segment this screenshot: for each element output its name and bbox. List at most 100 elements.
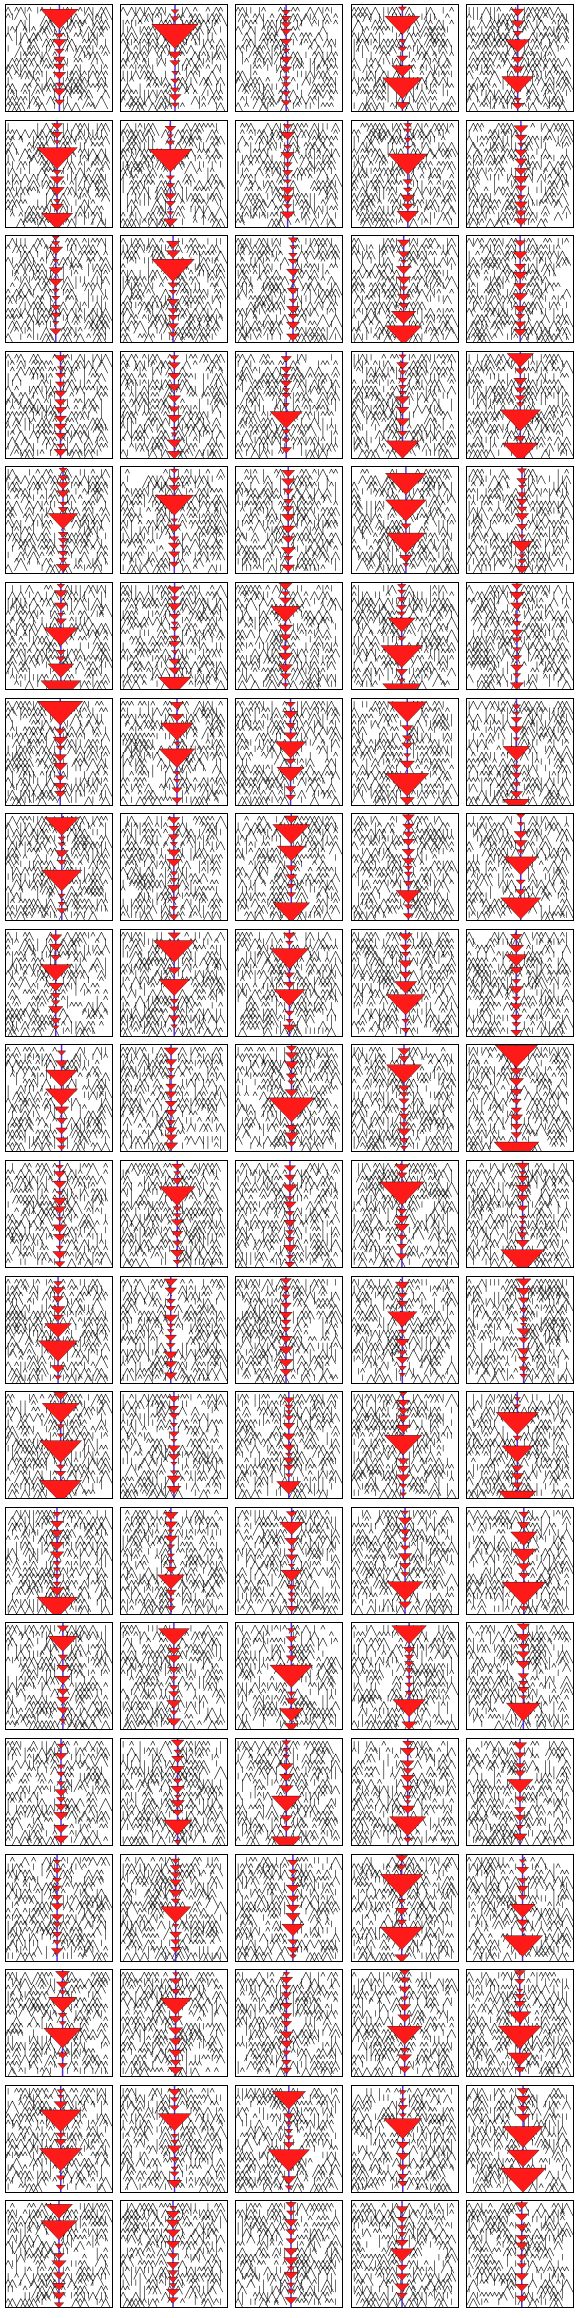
red-triangle	[398, 370, 407, 375]
red-triangle	[48, 943, 63, 952]
red-triangle	[167, 1559, 175, 1564]
background-texture	[121, 469, 227, 574]
red-triangle	[170, 1219, 184, 1227]
cellular-automaton-panel	[351, 697, 459, 806]
cellular-automaton-panel	[120, 466, 228, 575]
red-triangle	[284, 1453, 293, 1458]
red-triangle	[171, 1810, 184, 1817]
red-triangle	[518, 1356, 530, 1363]
cellular-automaton-panel	[5, 1044, 113, 1153]
red-triangle	[399, 286, 409, 292]
red-triangle	[169, 897, 179, 902]
red-triangle	[50, 1903, 64, 1911]
red-triangle	[513, 175, 529, 184]
red-triangle	[55, 656, 66, 662]
background-texture	[6, 1278, 111, 1383]
red-triangle	[269, 411, 303, 429]
red-triangle	[515, 1661, 531, 1670]
red-triangle	[510, 1124, 523, 1131]
red-triangle	[282, 203, 293, 209]
cellular-automaton-panel	[466, 119, 574, 228]
red-triangle	[39, 1440, 83, 1464]
red-triangle	[172, 1213, 182, 1219]
red-triangle	[280, 66, 293, 74]
red-triangle	[510, 1473, 525, 1481]
red-triangle	[502, 1935, 544, 1957]
red-triangle	[282, 506, 294, 513]
red-triangle	[394, 1223, 410, 1233]
cellular-automaton-panel	[466, 1506, 574, 1615]
red-triangle	[385, 1064, 423, 1084]
cellular-automaton-panel	[5, 350, 113, 459]
red-triangle	[170, 1766, 186, 1774]
red-triangle	[170, 1946, 182, 1953]
panel-pattern	[467, 929, 573, 1036]
red-triangle	[54, 1753, 68, 1761]
red-triangle	[53, 99, 65, 106]
red-triangle	[282, 76, 291, 81]
red-triangle	[56, 1708, 70, 1715]
red-triangle	[386, 2026, 423, 2045]
red-triangle	[268, 1098, 315, 1123]
cellular-automaton-panel	[5, 1275, 113, 1384]
red-triangle	[282, 1972, 291, 1977]
red-triangle	[513, 1770, 527, 1778]
red-triangle	[51, 1286, 66, 1295]
red-triangle	[403, 1837, 413, 1843]
red-triangle	[167, 932, 181, 940]
red-triangle	[515, 1825, 525, 1830]
red-triangle	[167, 372, 182, 380]
red-triangle	[54, 728, 67, 735]
red-triangle	[380, 645, 424, 668]
red-triangle	[512, 647, 522, 653]
background-texture	[352, 122, 458, 227]
red-triangle	[513, 329, 528, 337]
panel-pattern	[467, 120, 573, 227]
panel-pattern	[6, 2201, 112, 2308]
red-triangle	[169, 1685, 179, 1691]
red-triangle	[167, 885, 181, 893]
red-triangle	[52, 1922, 62, 1928]
cellular-automaton-panel	[351, 1391, 459, 1500]
red-triangle	[400, 1805, 416, 1814]
red-triangle	[55, 1217, 64, 1222]
red-triangle	[512, 293, 528, 302]
red-triangle	[280, 1286, 292, 1292]
red-triangle	[514, 2243, 529, 2251]
red-triangle	[279, 673, 292, 680]
red-triangle	[518, 535, 526, 540]
red-triangle	[151, 259, 195, 283]
cellular-automaton-panel	[5, 1391, 113, 1500]
red-triangle	[56, 482, 70, 490]
red-triangle	[512, 1833, 528, 1842]
red-triangle	[510, 1531, 538, 1546]
background-texture	[6, 931, 111, 1036]
red-triangle	[53, 448, 68, 457]
red-triangle	[166, 859, 182, 868]
red-triangle	[515, 1185, 531, 1193]
panel-pattern	[467, 2201, 573, 2308]
cellular-automaton-panel	[235, 119, 343, 228]
red-triangle	[519, 1307, 528, 1313]
red-triangle	[170, 426, 179, 431]
red-triangle	[397, 2225, 407, 2231]
red-triangle	[52, 88, 67, 97]
red-triangle	[499, 2167, 547, 2192]
red-triangle	[169, 1676, 179, 1682]
red-triangle	[285, 1511, 298, 1518]
red-triangle	[52, 1197, 68, 1206]
panel-pattern	[236, 1276, 342, 1383]
red-triangle	[403, 872, 414, 877]
red-triangle	[513, 2001, 527, 2008]
cellular-automaton-panel	[466, 582, 574, 690]
red-triangle	[166, 1655, 182, 1664]
red-triangle	[54, 1060, 69, 1069]
red-triangle	[400, 1027, 411, 1033]
red-triangle	[512, 711, 521, 716]
red-triangle	[53, 355, 68, 363]
red-triangle	[53, 790, 67, 798]
red-triangle	[397, 2104, 409, 2111]
red-triangle	[513, 377, 528, 386]
background-texture	[121, 1047, 227, 1152]
